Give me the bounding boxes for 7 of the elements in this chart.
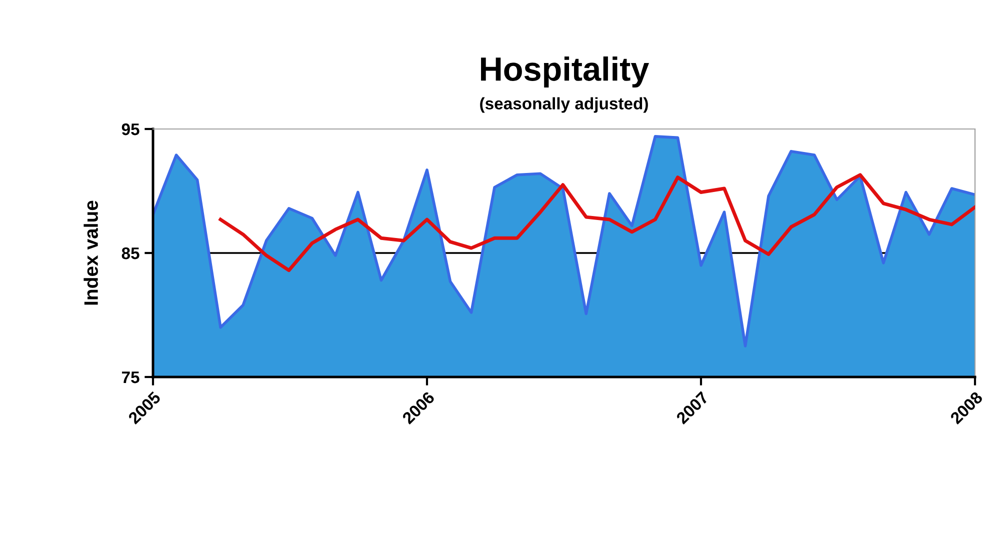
- y-tick-label: 95: [122, 123, 140, 136]
- line-series: [218, 173, 975, 272]
- y-tick-label: 85: [122, 247, 140, 260]
- chart-title: Hospitality: [481, 56, 650, 88]
- y-axis-title: Index value: [84, 200, 98, 305]
- chart-subtitle: (seasonally adjusted): [480, 97, 648, 113]
- y-tick-label: 75: [122, 372, 140, 384]
